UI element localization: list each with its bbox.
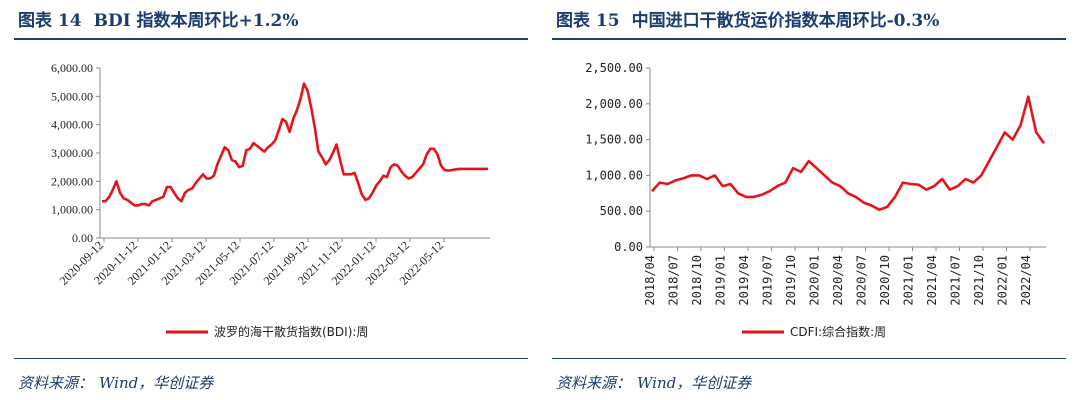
series-line <box>651 95 1046 212</box>
figure-15-title: 图表 15 中国进口干散货运价指数本周环比-0.3% <box>556 6 951 31</box>
figure-15-bottom-rule <box>552 358 1066 359</box>
figure-14-source-label: 资料来源： <box>18 374 94 392</box>
x-tick-label: 2019/01 <box>714 255 728 306</box>
y-tick-label: 4,000.00 <box>51 118 93 132</box>
legend-label: 波罗的海干散货指数(BDI):周 <box>214 324 368 339</box>
x-tick-label: 2022/01 <box>996 255 1010 306</box>
x-tick-label: 2021/07 <box>949 255 963 306</box>
x-tick-label: 2020/10 <box>878 255 892 306</box>
x-tick-label: 2020/04 <box>831 255 845 306</box>
x-tick-label: 2021/10 <box>972 255 986 306</box>
figure-15-source: 资料来源： Wind，华创证券 <box>556 372 751 393</box>
x-tick-label: 2020/07 <box>855 255 869 306</box>
x-tick-label: 2019/07 <box>761 255 775 306</box>
y-tick-label: 3,000.00 <box>51 146 93 160</box>
y-tick-label: 500.00 <box>600 204 643 218</box>
figure-14-title-rule <box>14 38 528 40</box>
figure-14-panel: 图表 14 BDI 指数本周环比+1.2% 0.00 1,000.00 2,000.0… <box>14 0 528 400</box>
figure-15-title-rule <box>552 38 1066 40</box>
figure-15-panel: 图表 15 中国进口干散货运价指数本周环比-0.3% 0.00 500.00 1,00… <box>552 0 1066 400</box>
figure-14-source: 资料来源： Wind，华创证券 <box>18 372 213 393</box>
figure-14-source-text: Wind，华创证券 <box>99 374 214 392</box>
y-tick-label: 2,500.00 <box>585 61 643 75</box>
figure-14-bottom-rule <box>14 358 528 359</box>
legend-label: CDFI:综合指数:周 <box>790 324 886 339</box>
y-tick-label: 0.00 <box>614 240 643 254</box>
bdi-chart: 0.00 1,000.00 2,000.00 3,000.00 4,000.00 5,00… <box>51 61 490 339</box>
figure-14-number: 图表 14 <box>18 11 82 31</box>
cdfi-chart: 0.00 500.00 1,000.00 1,500.00 2,000.00 2,500.… <box>585 61 1046 339</box>
y-tick-label: 2,000.00 <box>51 174 93 188</box>
y-tick-label: 6,000.00 <box>51 61 93 75</box>
x-tick-label: 2018/04 <box>643 255 657 306</box>
y-tick-label: 5,000.00 <box>51 89 93 103</box>
x-tick-label: 2019/04 <box>737 255 751 306</box>
x-tick-label: 2022/04 <box>1019 255 1033 306</box>
x-tick-label: 2018/07 <box>667 255 681 306</box>
x-tick-label: 2021/04 <box>925 255 939 306</box>
figure-15-number: 图表 15 <box>556 11 620 31</box>
y-tick-label: 1,000.00 <box>585 168 643 182</box>
y-tick-label: 2,000.00 <box>585 97 643 111</box>
x-tick-label: 2020/01 <box>808 255 822 306</box>
figure-14-caption: BDI 指数本周环比+1.2% <box>93 11 299 31</box>
x-tick-label: 2018/10 <box>690 255 704 306</box>
figure-15-caption: 中国进口干散货运价指数本周环比-0.3% <box>631 11 940 31</box>
x-tick-label: 2021/01 <box>902 255 916 306</box>
figure-15-source-text: Wind，华创证券 <box>637 374 752 392</box>
y-tick-label: 0.00 <box>72 231 93 245</box>
series-line <box>102 82 488 207</box>
x-tick-label: 2019/10 <box>784 255 798 306</box>
y-tick-label: 1,000.00 <box>51 203 93 217</box>
figure-15-source-label: 资料来源： <box>556 374 632 392</box>
figure-14-title: 图表 14 BDI 指数本周环比+1.2% <box>18 6 311 31</box>
y-tick-label: 1,500.00 <box>585 133 643 147</box>
